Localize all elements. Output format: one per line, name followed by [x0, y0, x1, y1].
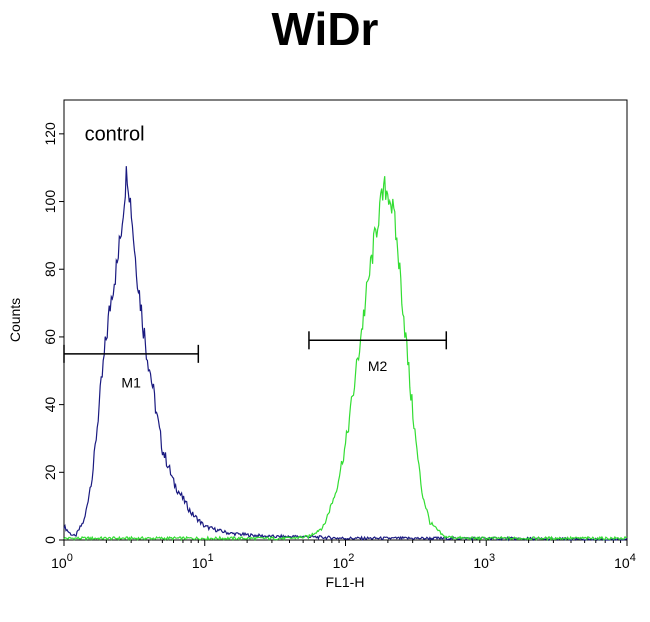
x-tick-label: 101	[192, 552, 214, 571]
x-axis: 100 101 102 103 104	[51, 540, 636, 571]
x-tick-label: 102	[333, 552, 355, 571]
plot-frame	[63, 99, 628, 541]
marker-layer: control M1 M2	[63, 124, 448, 391]
y-tick-label: 0	[42, 536, 58, 544]
x-tick-label: 103	[473, 552, 495, 571]
marker-label: M1	[121, 375, 141, 391]
marker-label: M2	[368, 358, 388, 374]
control-label: control	[85, 124, 145, 146]
chart-title: WiDr	[271, 3, 379, 55]
series-line-sample	[63, 176, 628, 542]
x-tick-label: 104	[614, 552, 636, 571]
y-axis: 0 20 40 60 80 100 120	[42, 122, 64, 544]
x-tick-label: 100	[51, 552, 73, 571]
y-tick-label: 80	[42, 261, 58, 277]
y-tick-label: 40	[42, 397, 58, 413]
x-axis-label: FL1-H	[326, 574, 365, 590]
y-tick-label: 20	[42, 464, 58, 480]
series-line-control	[63, 166, 628, 542]
y-tick-label: 120	[42, 122, 58, 146]
y-axis-label: Counts	[7, 298, 23, 342]
y-tick-label: 100	[42, 190, 58, 214]
series-layer	[63, 166, 628, 542]
y-tick-label: 60	[42, 329, 58, 345]
